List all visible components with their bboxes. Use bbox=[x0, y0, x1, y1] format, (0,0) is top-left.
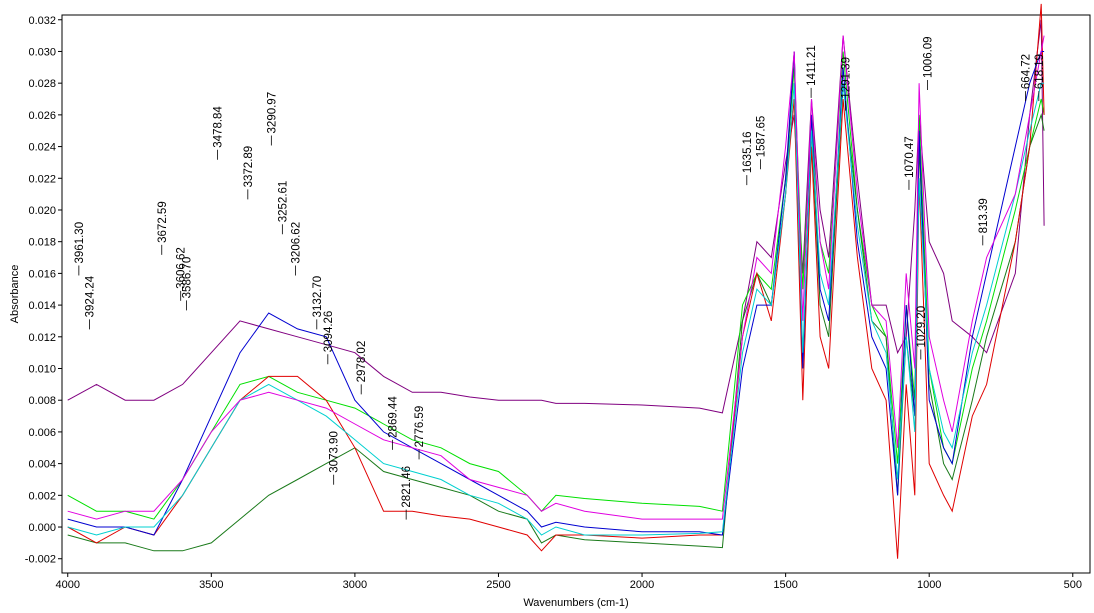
y-tick-label: 0.004 bbox=[28, 459, 56, 471]
peak-label: 3478.84 bbox=[212, 106, 224, 148]
peak-label: 2776.59 bbox=[414, 406, 426, 448]
peak-label: 3372.89 bbox=[243, 146, 255, 188]
y-tick-label: 0.016 bbox=[28, 268, 56, 280]
x-axis-title: Wavenumbers (cm-1) bbox=[523, 597, 628, 609]
peak-label: 3073.90 bbox=[329, 431, 341, 473]
y-tick-label: -0.002 bbox=[25, 554, 56, 566]
y-tick-label: 0.028 bbox=[28, 78, 56, 90]
peak-label: 664.72 bbox=[1020, 54, 1032, 89]
y-tick-label: 0.032 bbox=[28, 15, 56, 27]
x-tick-label: 4000 bbox=[56, 579, 80, 591]
peak-label: 3672.59 bbox=[157, 201, 169, 243]
y-tick-label: 0.014 bbox=[28, 300, 56, 312]
x-tick-label: 3000 bbox=[343, 579, 367, 591]
peak-label: 1411.21 bbox=[806, 45, 818, 86]
peak-label: 1029.20 bbox=[916, 306, 928, 348]
y-axis-title: Absorbance bbox=[9, 265, 21, 324]
peak-label: 1291.39 bbox=[841, 57, 853, 99]
y-tick-label: 0.000 bbox=[28, 522, 56, 534]
peak-label: 3206.62 bbox=[291, 222, 303, 264]
y-tick-label: 0.020 bbox=[28, 205, 56, 217]
peak-label: 3924.24 bbox=[84, 275, 96, 317]
plot-frame bbox=[62, 15, 1090, 573]
peak-label: 3094.26 bbox=[323, 311, 335, 353]
peak-label: 618.19 bbox=[1034, 54, 1046, 89]
y-tick-label: 0.022 bbox=[28, 173, 56, 185]
chart: Wavenumbers (cm-1) Absorbance -0.002 0.00… bbox=[0, 0, 1094, 613]
y-tick-label: 0.018 bbox=[28, 237, 56, 249]
y-tick-label: 0.030 bbox=[28, 46, 56, 58]
y-tick-label: 0.012 bbox=[28, 332, 56, 344]
x-tick-label: 3500 bbox=[199, 579, 223, 591]
peak-label: 1070.47 bbox=[904, 136, 916, 178]
y-tick-label: 0.008 bbox=[28, 395, 56, 407]
x-tick-label: 500 bbox=[1064, 579, 1082, 591]
peak-label: 3586.70 bbox=[181, 257, 193, 299]
peak-label: 813.39 bbox=[978, 198, 990, 233]
peak-label: 3252.61 bbox=[277, 181, 289, 223]
y-tick-label: 0.026 bbox=[28, 110, 56, 122]
peak-label: 2821.46 bbox=[401, 466, 413, 508]
peak-label: 1587.65 bbox=[755, 116, 767, 158]
x-tick-label: 1500 bbox=[773, 579, 797, 591]
peak-label: 3961.30 bbox=[74, 222, 86, 264]
peak-label: 3290.97 bbox=[266, 92, 278, 134]
y-tick-label: 0.006 bbox=[28, 427, 56, 439]
x-tick-label: 2000 bbox=[630, 579, 654, 591]
peak-label: 1635.16 bbox=[742, 132, 754, 174]
x-tick-label: 2500 bbox=[486, 579, 510, 591]
y-tick-label: 0.024 bbox=[28, 142, 56, 154]
y-tick-label: 0.002 bbox=[28, 490, 56, 502]
peak-label: 2869.44 bbox=[387, 396, 399, 438]
y-tick-label: 0.010 bbox=[28, 364, 56, 376]
peak-label: 1006.09 bbox=[922, 36, 934, 78]
x-tick-label: 1000 bbox=[917, 579, 941, 591]
peak-label: 2978.02 bbox=[356, 341, 368, 383]
